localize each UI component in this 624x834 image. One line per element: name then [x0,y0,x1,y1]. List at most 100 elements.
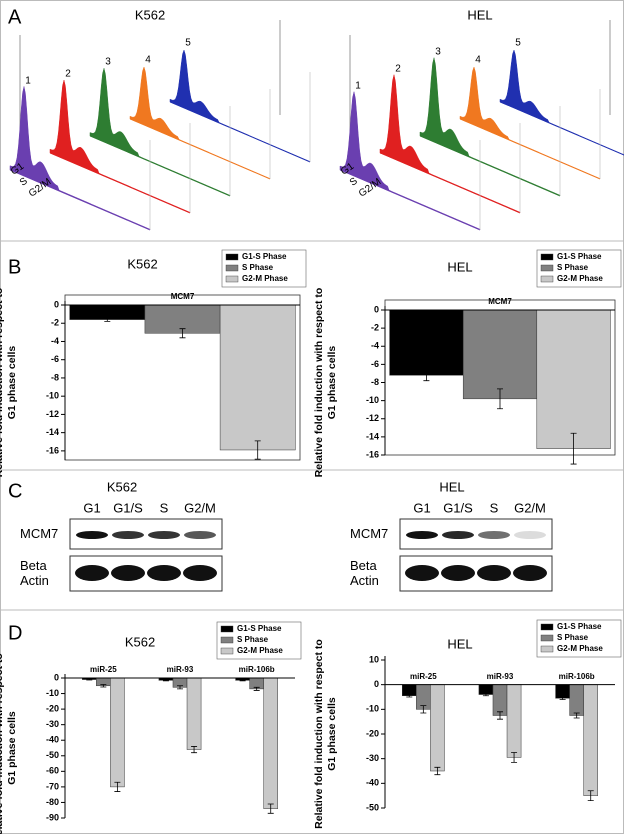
blot-title: HEL [439,479,464,494]
legend-label: G2-M Phase [242,274,288,283]
error-bar [482,692,489,697]
y-tick-label: -2 [371,323,379,333]
band [442,531,474,539]
error-bar [114,781,121,792]
y-label-group: Relative fold induction with respect to … [0,287,18,478]
peak-label: 5 [185,38,191,49]
y-tick-label: -10 [366,395,379,405]
peak-label: 1 [25,76,31,87]
legend-label: S Phase [557,633,589,642]
peak-label: 1 [355,81,361,92]
category-label: miR-25 [410,672,437,681]
band [184,531,216,539]
peak-label: 5 [515,38,521,49]
error-bar [239,679,246,682]
category-label: miR-106b [239,665,275,674]
band [441,565,475,581]
legend-label: S Phase [242,263,274,272]
histogram [379,74,521,214]
y-tick-label: -70 [46,781,59,791]
legend-swatch [540,634,554,642]
chart-title: HEL [447,636,472,651]
error-bar [86,678,93,681]
y-label-box: Relative fold induction with respect to … [313,287,338,478]
bar [186,677,202,750]
y-tick-label: 10 [369,654,379,664]
error-bar [497,711,503,720]
bar [492,684,508,716]
histogram [499,49,624,156]
y-tick-label: -80 [46,797,59,807]
y-tick-label: -12 [366,413,379,423]
band [405,565,439,581]
panel-label: C [8,480,22,502]
bar [536,309,611,449]
error-bar [423,369,430,382]
row-label: MCM7 [350,526,389,541]
bar [462,309,538,400]
error-bar [254,440,261,460]
error-bar [191,746,198,754]
peak-label: 3 [105,57,111,68]
y-tick-label: -2 [51,318,59,328]
y-tick-label: -10 [366,704,379,714]
row-label: Beta Actin [350,558,379,588]
band [514,531,546,539]
y-label-box: Relative fold induction with respect to … [0,287,18,478]
legend-swatch [540,623,554,631]
y-label-group: Relative fold induction with respect to … [313,287,338,478]
band [111,565,145,581]
legend-label: G2-M Phase [557,274,603,283]
chart-title: HEL [447,259,472,274]
panel-label: B [8,256,21,278]
legend-swatch [225,275,239,283]
error-bar [573,712,580,719]
y-tick-label: -20 [46,703,59,713]
y-label-group: Relative fold induction with respect to … [0,653,18,834]
band [147,565,181,581]
error-bar [406,694,413,698]
y-tick-label: -50 [46,750,59,760]
legend-swatch [220,625,234,633]
legend-swatch [225,253,239,261]
y-tick-label: 0 [54,672,59,682]
y-axis-label: Relative fold induction with respect to … [313,287,338,478]
legend-label: S Phase [237,635,269,644]
chart-title: K562 [125,634,155,649]
peak-label: 2 [65,69,71,80]
y-tick-label: 0 [374,304,379,314]
error-bar [559,696,566,700]
histogram [49,79,191,214]
legend-swatch [540,645,554,653]
axis-line [499,101,624,156]
lane-label: S [490,500,499,515]
y-tick-label: -6 [371,359,379,369]
y-axis-label: Relative fold induction with respect to … [0,287,18,478]
legend-label: G1-S Phase [557,252,602,261]
error-bar [179,328,186,339]
legend-swatch [220,647,234,655]
panel-label: A [8,6,22,28]
bar [583,684,599,796]
lane-label: G1/S [113,500,143,515]
histogram [169,49,311,163]
row-label-box: MCM7 [20,526,58,541]
lane-label: G1 [413,500,430,515]
y-tick-label: -20 [366,728,379,738]
row-label: Beta Actin [20,558,49,588]
y-tick-label: -40 [46,735,59,745]
lane-label: G1 [83,500,100,515]
y-tick-label: -4 [371,341,379,351]
band [75,565,109,581]
row-label-box: MCM7 [350,526,389,541]
bar [430,684,445,772]
category-label: MCM7 [171,292,195,301]
bar [389,309,464,376]
histogram [129,66,271,180]
peak-label: 4 [475,55,481,66]
error-bar [267,803,274,814]
blot-title: K562 [107,479,137,494]
bar [555,684,570,699]
histogram [9,86,151,231]
